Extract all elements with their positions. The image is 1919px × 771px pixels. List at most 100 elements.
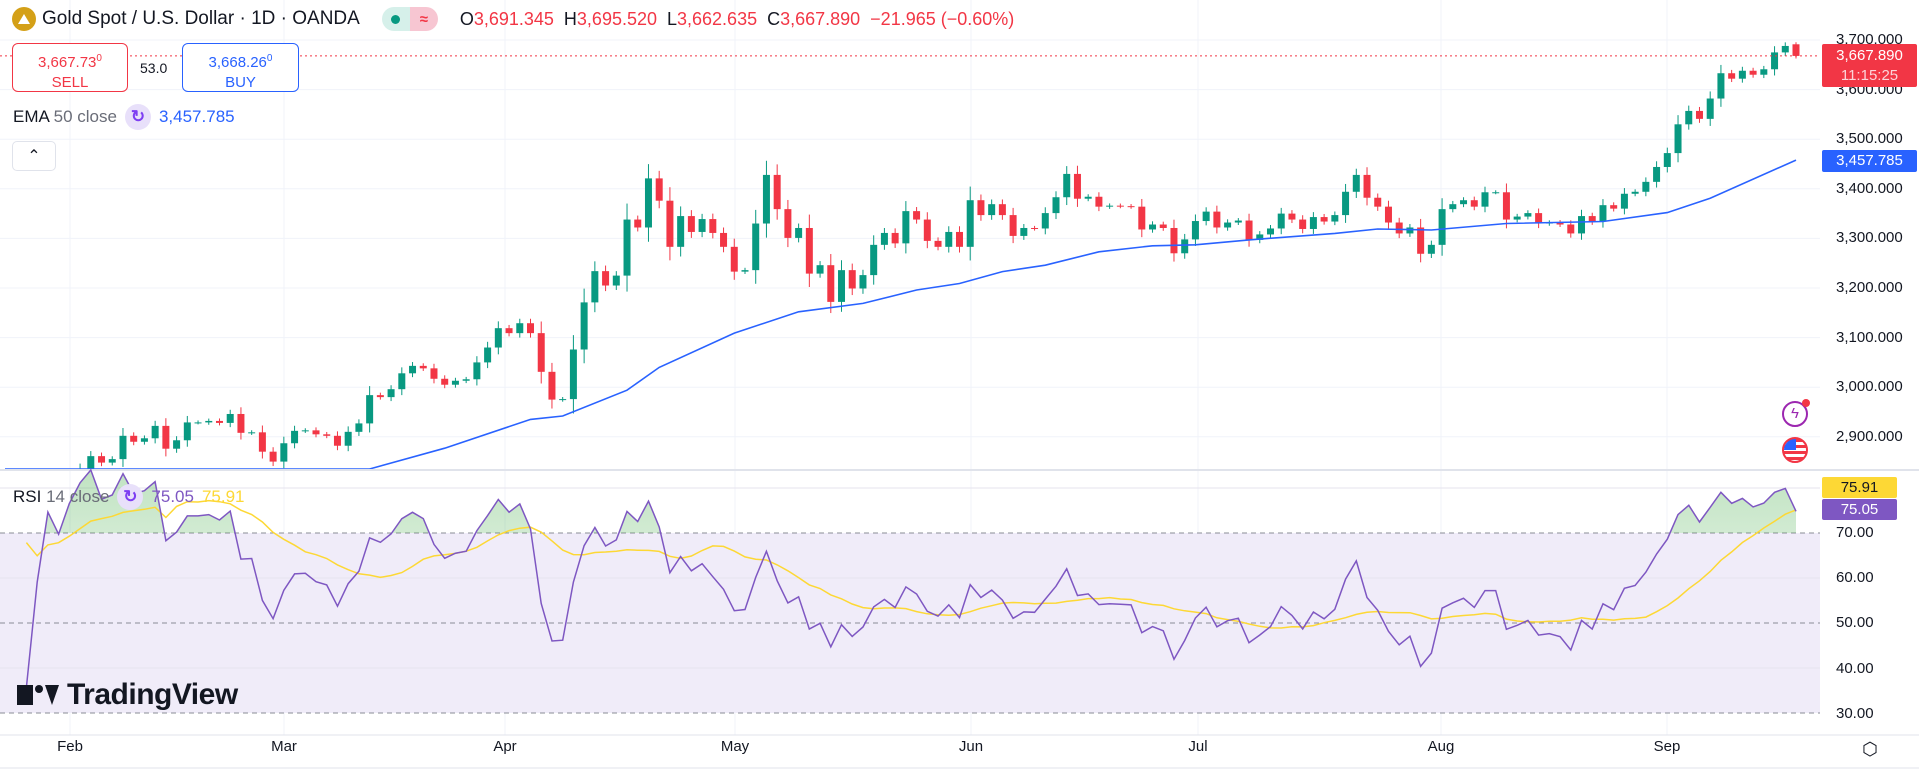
us-flag-events-icon[interactable] (1782, 437, 1808, 463)
candle-body (1342, 191, 1350, 216)
candlestick-series (76, 42, 1800, 470)
candle-body (516, 323, 524, 334)
candle (1202, 207, 1210, 226)
candle-body (344, 431, 352, 446)
rsi-tag: 75.05 (1822, 499, 1897, 520)
ema-legend[interactable]: EMA 50 close ↻ 3,457.785 (13, 104, 235, 130)
chart-settings-icon[interactable]: ⬡ (1862, 739, 1878, 759)
candle-body (1717, 73, 1725, 99)
buy-button[interactable]: 3,668.260 BUY (182, 43, 299, 92)
candle-body (1599, 205, 1607, 222)
candle-body (988, 204, 996, 216)
candle (1052, 191, 1060, 220)
rsi-ma-line (25, 499, 1797, 629)
candle (173, 436, 181, 453)
price-change: −21.965 (−0.60%) (870, 8, 1015, 29)
candle-body (280, 443, 288, 462)
refresh-icon[interactable]: ↻ (117, 484, 144, 510)
candle-body (484, 347, 492, 363)
candle (258, 425, 266, 459)
candle (1663, 147, 1671, 173)
rsi-axis-label: 70.00 (1836, 524, 1874, 541)
candle (441, 375, 449, 389)
candle-body (644, 178, 652, 228)
time-label: Feb (57, 738, 83, 755)
price-label: 3,700.000 (1836, 31, 1903, 48)
candle-body (1535, 213, 1543, 224)
candle (1224, 219, 1232, 231)
candle-body (1631, 191, 1639, 194)
candle-body (1138, 206, 1146, 230)
time-label: May (720, 738, 750, 755)
candle (580, 288, 588, 364)
candle-body (827, 265, 835, 302)
candle (387, 385, 395, 402)
candle-body (848, 270, 856, 289)
candle-body (376, 395, 384, 398)
candle-body (226, 413, 234, 423)
candle-body (1299, 219, 1307, 229)
candle-body (98, 456, 106, 463)
candle (1352, 168, 1360, 198)
candle (773, 164, 781, 220)
ema-price-tag: 3,457.785 (1822, 150, 1917, 172)
sell-button[interactable]: 3,667.730 SELL (12, 43, 128, 92)
lightning-alert-icon[interactable]: ϟ (1782, 399, 1810, 427)
time-label: Jun (958, 738, 984, 755)
candle (366, 386, 374, 433)
rsi-params: 14 close (46, 487, 110, 506)
candle (934, 237, 942, 251)
market-open-dot-icon (381, 7, 410, 31)
candle (269, 447, 277, 467)
collapse-legend-button[interactable]: ⌃ (12, 141, 56, 171)
candle-body (1481, 192, 1489, 207)
candle-body (1277, 213, 1285, 229)
candle-body (741, 270, 749, 272)
candle-body (687, 216, 695, 232)
candle (333, 431, 341, 451)
gold-bars-icon (12, 7, 36, 31)
candle (977, 194, 985, 221)
refresh-icon[interactable]: ↻ (124, 104, 151, 130)
candle (151, 420, 159, 444)
candle (1384, 200, 1392, 229)
close-label: C (767, 8, 781, 29)
candle (1106, 203, 1114, 209)
sell-label: SELL (51, 74, 89, 91)
candle (1417, 218, 1425, 263)
candle-body (1149, 224, 1157, 230)
candle (1717, 64, 1725, 107)
tradingview-logo[interactable]: TradingView (17, 678, 238, 712)
candle-body (1116, 205, 1124, 207)
candle-body (505, 328, 513, 334)
candle-body (1642, 181, 1650, 192)
candle-body (537, 333, 545, 372)
time-label: Sep (1653, 738, 1681, 755)
candle (355, 419, 363, 436)
candle (1599, 199, 1607, 228)
symbol-title[interactable]: Gold Spot / U.S. Dollar · 1D · OANDA (42, 8, 360, 29)
candle-body (140, 438, 148, 442)
candle-body (891, 232, 899, 244)
candle (1020, 224, 1028, 240)
candle-body (1202, 211, 1210, 222)
candle-body (977, 200, 985, 216)
candle-body (1245, 220, 1253, 240)
candle (795, 223, 803, 243)
time-label: Apr (493, 738, 517, 755)
candle-body (795, 227, 803, 238)
candle-body (1406, 227, 1414, 234)
rsi-legend[interactable]: RSI 14 close ↻ 75.05 75.91 (13, 484, 245, 510)
market-status[interactable]: ≈ (381, 7, 438, 31)
candle-body (269, 451, 277, 462)
tradingview-wordmark: TradingView (67, 678, 238, 711)
candle-body (323, 434, 331, 436)
candle-body (548, 371, 556, 400)
candle (1320, 213, 1328, 225)
price-label: 3,500.000 (1836, 130, 1903, 147)
candle-body (215, 420, 223, 423)
candle (1695, 106, 1703, 123)
candle-body (838, 270, 846, 302)
candle-body (1352, 174, 1360, 192)
